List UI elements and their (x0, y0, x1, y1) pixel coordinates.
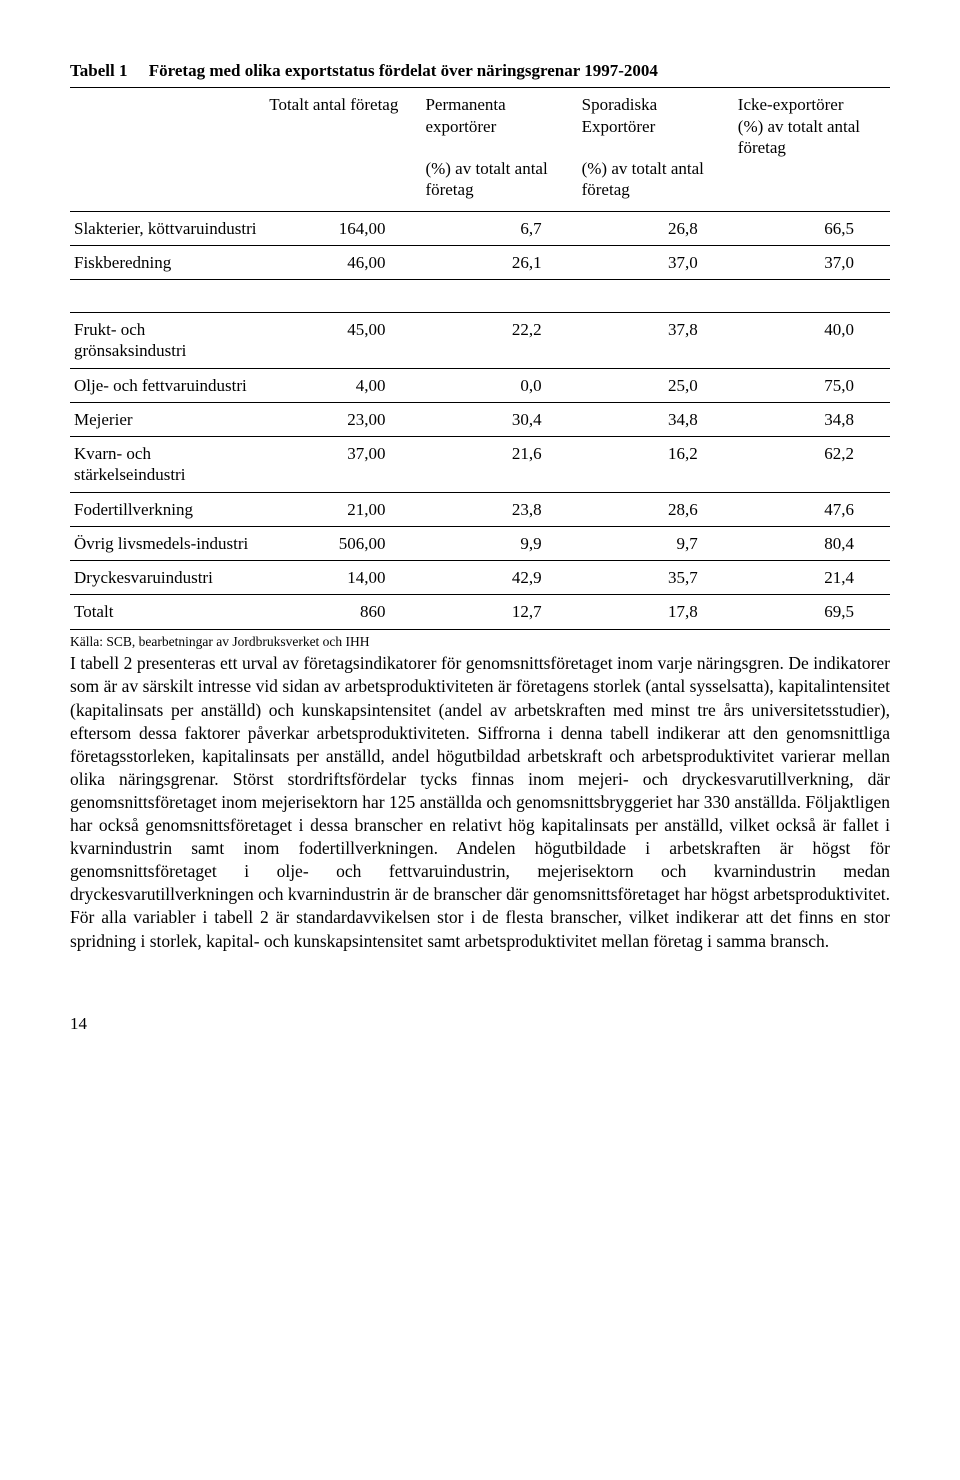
cell: 14,00 (265, 561, 421, 595)
cell: 34,8 (734, 402, 890, 436)
table-title: Tabell 1 Företag med olika exportstatus … (70, 60, 890, 81)
row-label: Kvarn- och stärkelseindustri (70, 437, 265, 493)
table-number: Tabell 1 (70, 61, 127, 80)
cell: 23,8 (421, 492, 577, 526)
body-paragraph: I tabell 2 presenteras ett urval av före… (70, 652, 890, 952)
cell: 69,5 (734, 595, 890, 629)
cell: 37,8 (578, 313, 734, 369)
table-row: Olje- och fettvaruindustri 4,00 0,0 25,0… (70, 368, 890, 402)
cell: 37,0 (734, 245, 890, 279)
table-row: Kvarn- och stärkelseindustri 37,00 21,6 … (70, 437, 890, 493)
cell: 22,2 (421, 313, 577, 369)
table-row: Fiskberedning 46,00 26,1 37,0 37,0 (70, 245, 890, 279)
cell: 26,8 (578, 211, 734, 245)
cell: 37,00 (265, 437, 421, 493)
cell: 21,6 (421, 437, 577, 493)
cell: 860 (265, 595, 421, 629)
row-label: Dryckesvaruindustri (70, 561, 265, 595)
cell: 40,0 (734, 313, 890, 369)
col-header-permanent: Permanenta exportörer (%) av totalt anta… (421, 88, 577, 211)
cell: 62,2 (734, 437, 890, 493)
col-header-nonexport: Icke-exportörer (%) av totalt antal före… (734, 88, 890, 211)
cell: 25,0 (578, 368, 734, 402)
row-label: Övrig livsmedels-industri (70, 526, 265, 560)
table-source: Källa: SCB, bearbetningar av Jordbruksve… (70, 634, 890, 651)
row-label: Slakterier, köttvaruindustri (70, 211, 265, 245)
col-header-total: Totalt antal företag (265, 88, 421, 211)
table-caption: Företag med olika exportstatus fördelat … (149, 61, 658, 80)
cell: 9,9 (421, 526, 577, 560)
cell: 28,6 (578, 492, 734, 526)
cell: 164,00 (265, 211, 421, 245)
cell: 26,1 (421, 245, 577, 279)
col-header-sporadic: Sporadiska Exportörer (%) av totalt anta… (578, 88, 734, 211)
cell: 21,4 (734, 561, 890, 595)
cell: 30,4 (421, 402, 577, 436)
table-row: Slakterier, köttvaruindustri 164,00 6,7 … (70, 211, 890, 245)
cell: 9,7 (578, 526, 734, 560)
cell: 16,2 (578, 437, 734, 493)
cell: 35,7 (578, 561, 734, 595)
row-label: Fodertillverkning (70, 492, 265, 526)
page-number: 14 (70, 1013, 890, 1034)
cell: 37,0 (578, 245, 734, 279)
table-header-row: Totalt antal företag Permanenta exportör… (70, 88, 890, 211)
table-row: Dryckesvaruindustri 14,00 42,9 35,7 21,4 (70, 561, 890, 595)
data-table: Totalt antal företag Permanenta exportör… (70, 87, 890, 629)
cell: 4,00 (265, 368, 421, 402)
cell: 75,0 (734, 368, 890, 402)
row-label: Frukt- och grönsaksindustri (70, 313, 265, 369)
cell: 80,4 (734, 526, 890, 560)
row-label: Fiskberedning (70, 245, 265, 279)
cell: 6,7 (421, 211, 577, 245)
cell: 506,00 (265, 526, 421, 560)
cell: 47,6 (734, 492, 890, 526)
cell: 34,8 (578, 402, 734, 436)
row-label: Totalt (70, 595, 265, 629)
cell: 17,8 (578, 595, 734, 629)
col-header-blank (70, 88, 265, 211)
table-row-total: Totalt 860 12,7 17,8 69,5 (70, 595, 890, 629)
cell: 0,0 (421, 368, 577, 402)
cell: 45,00 (265, 313, 421, 369)
table-row: Frukt- och grönsaksindustri 45,00 22,2 3… (70, 313, 890, 369)
table-row: Mejerier 23,00 30,4 34,8 34,8 (70, 402, 890, 436)
cell: 42,9 (421, 561, 577, 595)
cell: 23,00 (265, 402, 421, 436)
row-label: Olje- och fettvaruindustri (70, 368, 265, 402)
cell: 46,00 (265, 245, 421, 279)
row-label: Mejerier (70, 402, 265, 436)
cell: 66,5 (734, 211, 890, 245)
cell: 12,7 (421, 595, 577, 629)
cell: 21,00 (265, 492, 421, 526)
table-row: Övrig livsmedels-industri 506,00 9,9 9,7… (70, 526, 890, 560)
table-row: Fodertillverkning 21,00 23,8 28,6 47,6 (70, 492, 890, 526)
